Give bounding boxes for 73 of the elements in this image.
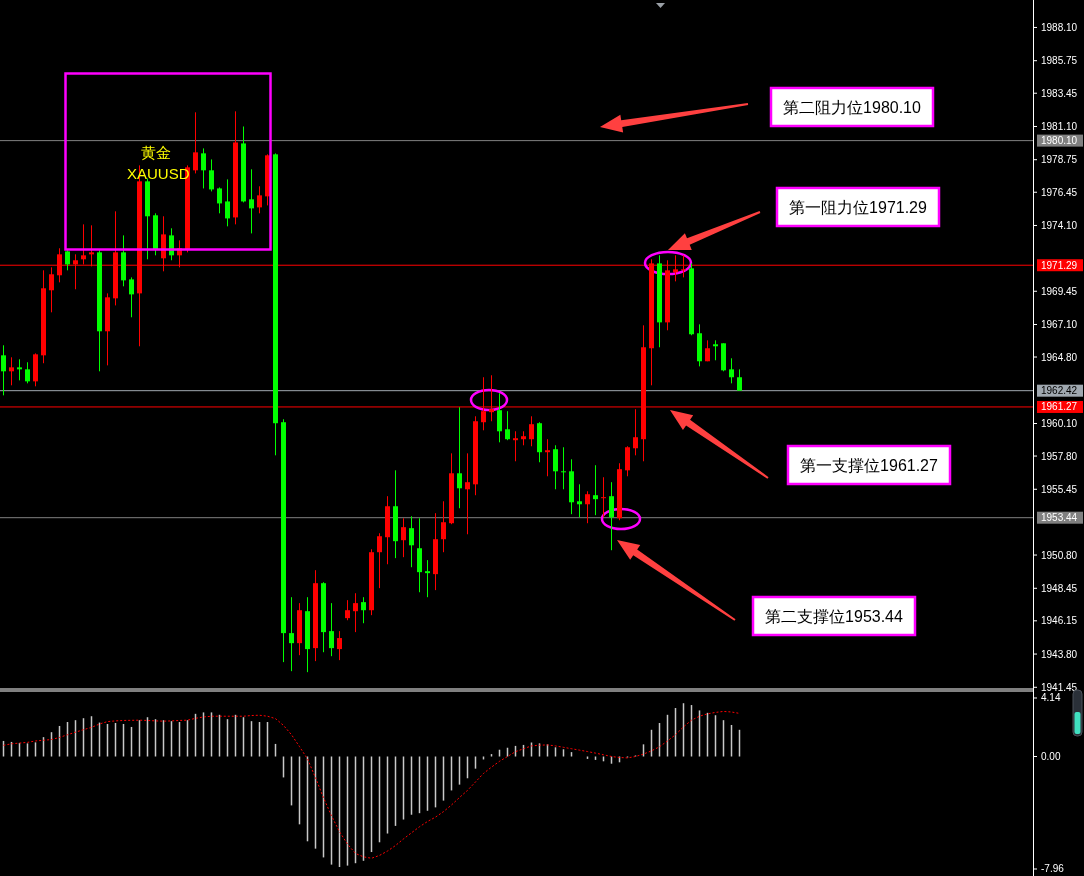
candlestick xyxy=(561,446,566,490)
y-tick-label: 1946.15 xyxy=(1041,615,1078,627)
y-tick-label: 4.14 xyxy=(1041,692,1061,704)
y-tick-label: -7.96 xyxy=(1041,863,1065,875)
y-tick-label: 1988.10 xyxy=(1041,21,1078,33)
candlestick xyxy=(257,185,262,214)
candlestick xyxy=(9,356,14,386)
ref-line-label: 1962.42 xyxy=(1041,385,1078,397)
candlestick xyxy=(409,515,414,568)
y-tick-label: 1983.45 xyxy=(1041,87,1078,99)
candlestick xyxy=(425,559,430,598)
y-tick-label: 1957.80 xyxy=(1041,450,1078,462)
candlestick xyxy=(457,406,462,509)
candlestick xyxy=(545,438,550,477)
candlestick xyxy=(225,178,230,227)
candlestick xyxy=(193,111,198,174)
candlestick xyxy=(441,500,446,553)
candlestick xyxy=(497,392,502,443)
candlestick xyxy=(729,357,734,384)
candlestick xyxy=(361,596,366,624)
candlestick xyxy=(345,599,350,621)
annotation: 第一支撑位1961.27 xyxy=(800,456,939,474)
candlestick xyxy=(713,339,718,361)
y-tick-label: 1943.80 xyxy=(1041,648,1078,660)
candlestick xyxy=(337,630,342,661)
ref-line-label: 1980.10 xyxy=(1041,135,1078,147)
ref-line-label: 1953.44 xyxy=(1041,512,1078,524)
annotation: 第二阻力位1980.10 xyxy=(783,98,922,116)
y-tick-label: 1976.45 xyxy=(1041,186,1078,198)
candlestick xyxy=(553,444,558,490)
y-tick-label: 1981.10 xyxy=(1041,120,1078,132)
annotation: 第二支撑位1953.44 xyxy=(765,607,904,625)
y-tick-label: 1955.45 xyxy=(1041,483,1078,495)
candlestick xyxy=(289,596,294,672)
candlestick xyxy=(593,464,598,516)
candlestick xyxy=(201,147,206,189)
line-series xyxy=(3,710,740,859)
y-tick-label: 1978.75 xyxy=(1041,154,1078,166)
y-tick-label: 1950.80 xyxy=(1041,549,1078,561)
y-tick-label: 1985.75 xyxy=(1041,55,1078,67)
candlestick xyxy=(417,517,422,593)
candlestick xyxy=(329,602,334,657)
candlestick xyxy=(513,430,518,462)
y-tick-label: 1974.10 xyxy=(1041,219,1078,231)
candlestick xyxy=(377,532,382,589)
candlestick xyxy=(625,445,630,477)
candlestick xyxy=(505,410,510,441)
ref-line-label: 1971.29 xyxy=(1041,259,1078,271)
candlestick xyxy=(353,592,358,633)
candlestick xyxy=(401,517,406,558)
candlestick xyxy=(737,368,742,392)
y-tick-label: 1969.45 xyxy=(1041,285,1078,297)
y-tick-label: 1967.10 xyxy=(1041,318,1078,330)
candlestick xyxy=(465,452,470,535)
y-tick-label: 0.00 xyxy=(1041,751,1061,762)
y-tick-label: 1941.45 xyxy=(1041,681,1078,693)
candlestick xyxy=(249,168,254,234)
y-tick-label: 1948.45 xyxy=(1041,582,1078,594)
candlestick xyxy=(601,476,606,518)
ref-line-label: 1961.27 xyxy=(1041,401,1078,413)
candlestick xyxy=(577,483,582,518)
candlestick xyxy=(585,490,590,524)
candlestick xyxy=(609,481,614,551)
annotation: 第一阻力位1971.29 xyxy=(789,198,928,216)
candlestick xyxy=(529,415,534,447)
candlestick xyxy=(129,276,134,318)
y-tick-label: 1964.80 xyxy=(1041,351,1078,363)
candlestick xyxy=(17,358,22,381)
candlestick xyxy=(209,158,214,192)
candlestick xyxy=(1,344,6,396)
y-tick-label: 1960.10 xyxy=(1041,418,1078,429)
candlestick xyxy=(217,186,222,214)
candlestick xyxy=(25,361,30,384)
